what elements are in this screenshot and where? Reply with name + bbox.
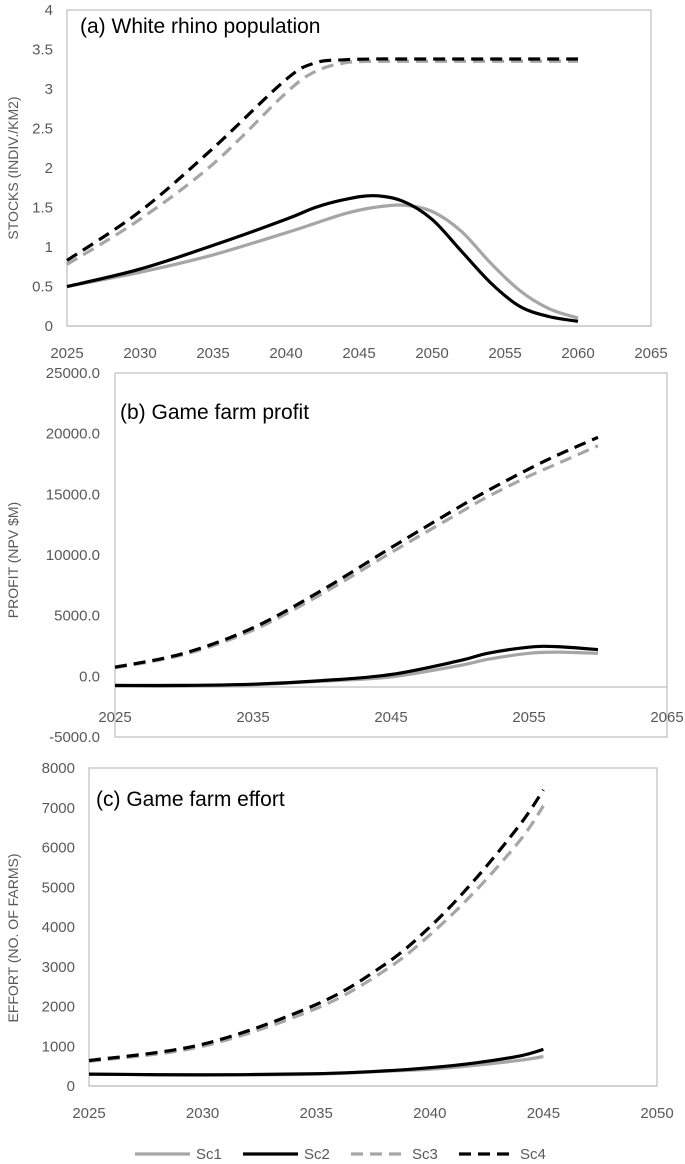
y-axis-label: PROFIT (NPV $M) (5, 502, 21, 618)
x-tick-label: 2050 (640, 1105, 673, 1122)
y-tick-label: 2 (45, 160, 53, 177)
x-tick-label: 2050 (415, 345, 448, 362)
panel-title: (b) Game farm profit (120, 401, 309, 424)
series-line-sc4 (114, 435, 599, 669)
y-tick-label: 5000 (42, 879, 75, 896)
series-line-sc4 (88, 789, 545, 1063)
y-tick-label: 1.5 (32, 200, 53, 217)
x-tick-label: 2025 (98, 709, 131, 726)
x-tick-label: 2040 (269, 345, 302, 362)
y-tick-label: 3 (45, 81, 53, 98)
plot-frame (114, 372, 668, 738)
plot-frame (66, 9, 652, 327)
x-tick-label: 2030 (123, 345, 156, 362)
x-tick-labels: 2025 2030 2035 2040 2045 2050 (72, 1105, 673, 1122)
x-tick-label: 2030 (186, 1105, 219, 1122)
series-line-sc1 (66, 203, 579, 320)
y-tick-label: 6000 (42, 840, 75, 857)
y-tick-label: 0.0 (79, 668, 100, 685)
y-tick-label: 1 (45, 239, 53, 256)
y-tick-label: 25000.0 (46, 365, 100, 382)
y-axis-label: EFFORT (NO. OF FARMS) (5, 853, 21, 1022)
y-tick-label: -5000.0 (49, 729, 100, 746)
y-tick-label: 10000.0 (46, 547, 100, 564)
x-tick-labels: 2025 2030 2035 2040 2045 2050 2055 2060 2065 (50, 345, 667, 362)
series-line-sc2 (114, 644, 599, 688)
y-tick-label: 20000.0 (46, 426, 100, 443)
y-tick-label: 5000.0 (54, 608, 100, 625)
x-tick-label: 2065 (650, 709, 683, 726)
y-tick-label: 8000 (42, 760, 75, 777)
x-tick-label: 2035 (196, 345, 229, 362)
y-tick-label: 7000 (42, 800, 75, 817)
legend: Sc1 Sc2 Sc3 Sc4 (135, 1146, 546, 1163)
y-tick-label: 15000.0 (46, 486, 100, 503)
x-tick-label: 2045 (527, 1105, 560, 1122)
x-tick-label: 2065 (634, 345, 667, 362)
x-tick-label: 2055 (488, 345, 521, 362)
series-line-sc3 (88, 804, 545, 1063)
series-line-sc1 (114, 650, 599, 688)
y-tick-label: 4000 (42, 919, 75, 936)
y-tick-label: 2000 (42, 999, 75, 1016)
legend-label: Sc3 (412, 1146, 438, 1163)
series-line-sc2 (66, 194, 579, 323)
x-tick-label: 2045 (342, 345, 375, 362)
series-line-sc2 (88, 1047, 544, 1077)
series-lines (88, 789, 545, 1077)
legend-item-sc4: Sc4 (459, 1146, 546, 1163)
y-tick-label: 3.5 (32, 42, 53, 59)
legend-label: Sc1 (196, 1146, 222, 1163)
legend-item-sc2: Sc2 (243, 1146, 330, 1163)
y-axis-label: STOCKS (INDIV./KM2) (5, 96, 21, 239)
x-tick-label: 2055 (512, 709, 545, 726)
panel-white-rhino-population: (a) White rhino population STOCKS (INDIV… (5, 2, 668, 362)
legend-item-sc3: Sc3 (351, 1146, 438, 1163)
x-tick-labels: 2025 2035 2045 2055 2065 (98, 709, 683, 726)
plot-frame (88, 767, 658, 1087)
series-line-sc3 (66, 59, 578, 266)
panel-game-farm-effort: (c) Game farm effort EFFORT (NO. OF FARM… (5, 760, 674, 1122)
y-tick-labels: 0 1000 2000 3000 4000 5000 6000 7000 8000 (42, 760, 75, 1095)
y-tick-labels: 0 0.5 1 1.5 2 2.5 3 3.5 4 (32, 2, 53, 335)
y-tick-labels: -5000.0 0.0 5000.0 10000.0 15000.0 20000.0 250… (46, 365, 100, 746)
y-tick-label: 2.5 (32, 121, 53, 138)
x-tick-label: 2060 (561, 345, 594, 362)
panel-title: (a) White rhino population (80, 15, 320, 38)
panel-title: (c) Game farm effort (96, 788, 285, 811)
legend-item-sc1: Sc1 (135, 1146, 222, 1163)
x-tick-label: 2040 (413, 1105, 446, 1122)
legend-label: Sc2 (304, 1146, 330, 1163)
y-tick-label: 0 (67, 1078, 75, 1095)
x-tick-label: 2035 (236, 709, 269, 726)
x-tick-label: 2045 (374, 709, 407, 726)
y-tick-label: 4 (45, 2, 53, 19)
x-tick-label: 2025 (72, 1105, 105, 1122)
legend-label: Sc4 (520, 1146, 546, 1163)
series-line-sc4 (66, 57, 578, 262)
series-lines (66, 57, 579, 323)
y-tick-label: 0 (45, 318, 53, 335)
x-tick-label: 2025 (50, 345, 83, 362)
series-line-sc3 (114, 444, 599, 670)
series-lines (114, 435, 599, 688)
y-tick-label: 3000 (42, 959, 75, 976)
y-tick-label: 1000 (42, 1038, 75, 1055)
x-tick-label: 2035 (300, 1105, 333, 1122)
panel-game-farm-profit: (b) Game farm profit PROFIT (NPV $M) -50… (5, 365, 684, 746)
y-tick-label: 0.5 (32, 279, 53, 296)
